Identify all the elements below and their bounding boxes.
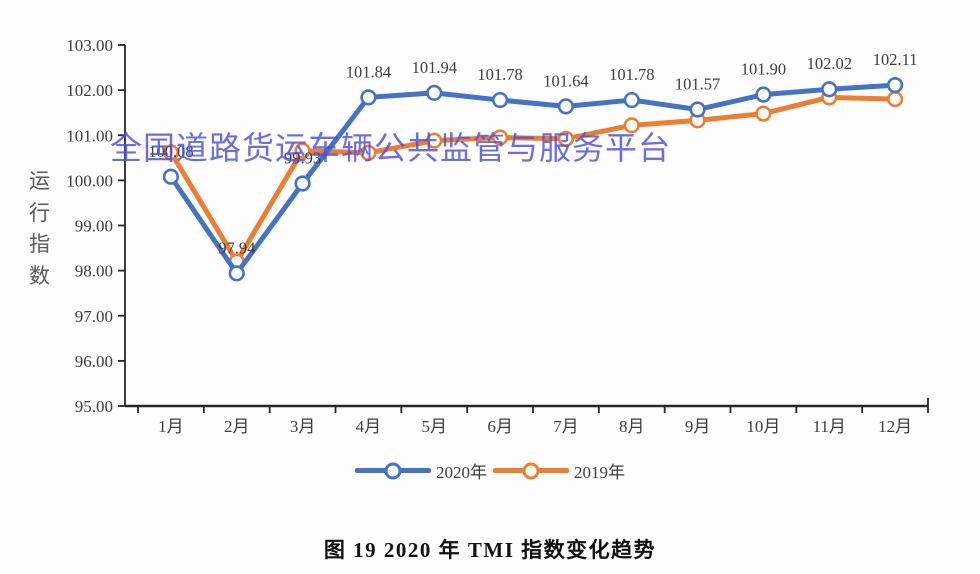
data-point-marker <box>491 91 509 109</box>
x-category-label: 2月 <box>224 417 250 436</box>
x-category-label: 12月 <box>878 417 912 436</box>
data-point-marker <box>426 84 443 101</box>
series-line-2019年 <box>168 94 898 265</box>
data-point-marker <box>886 91 904 108</box>
data-point-marker <box>821 81 838 98</box>
y-tick-label: 103.00 <box>66 36 113 55</box>
data-point-marker <box>294 142 311 159</box>
y-tick-label: 99.00 <box>75 217 113 236</box>
data-point-label: 101.90 <box>741 60 786 79</box>
x-category-label: 7月 <box>553 417 579 436</box>
data-point-marker <box>162 144 180 161</box>
x-category-label: 5月 <box>422 417 448 436</box>
data-point-marker <box>557 98 575 115</box>
data-point-label: 99.93 <box>284 149 321 168</box>
data-point-marker <box>886 77 904 94</box>
y-axis-title: 运行指数 <box>29 169 51 288</box>
data-point-label: 97.94 <box>218 238 255 257</box>
y-tick-label: 98.00 <box>75 262 113 281</box>
legend-line-marker <box>493 462 569 479</box>
x-category-label: 3月 <box>290 417 316 436</box>
data-point-label: 101.78 <box>477 65 522 84</box>
data-point-marker <box>426 132 443 149</box>
x-category-label: 4月 <box>356 417 382 436</box>
data-point-marker <box>755 105 772 122</box>
x-category-label: 11月 <box>813 417 846 436</box>
x-category-label: 10月 <box>746 417 780 436</box>
y-tick-label: 97.00 <box>75 307 113 326</box>
chart-legend: 2020年 2019年 <box>0 458 980 483</box>
figure-caption: 图 19 2020 年 TMI 指数变化趋势 <box>323 538 657 562</box>
legend-item-2019年: 2019年 <box>493 458 625 483</box>
x-category-label: 8月 <box>619 417 645 436</box>
data-point-label: 101.84 <box>346 62 391 81</box>
data-point-marker <box>294 175 311 192</box>
x-category-label: 1月 <box>158 417 184 436</box>
x-category-label: 9月 <box>685 417 711 436</box>
data-point-marker <box>360 144 377 161</box>
data-point-marker <box>557 130 575 147</box>
line-chart: 95.00 96.00 97.00 98.00 99.00 100.00 101.00 102… <box>66 36 929 436</box>
legend-circle-marker <box>522 462 540 479</box>
legend-item-2020年: 2020年 <box>355 458 487 483</box>
y-tick-label: 100.00 <box>66 171 113 190</box>
data-point-label: 101.64 <box>543 71 588 90</box>
data-point-label: 101.78 <box>609 65 654 84</box>
data-point-label: 101.57 <box>675 75 720 94</box>
data-point-label: 101.94 <box>412 58 457 77</box>
y-tick-label: 101.00 <box>66 126 113 145</box>
y-tick-label: 96.00 <box>75 352 113 371</box>
data-point-label: 100.08 <box>148 142 193 161</box>
data-point-marker <box>162 168 180 185</box>
data-point-marker <box>689 101 706 118</box>
data-point-marker <box>623 91 640 109</box>
legend-label: 2020年 <box>436 463 487 482</box>
legend-circle-marker <box>384 462 402 479</box>
data-point-marker <box>491 129 509 146</box>
data-point-label: 102.02 <box>807 54 852 73</box>
series-line-2020年 <box>168 82 898 276</box>
y-tick-label: 95.00 <box>75 397 113 416</box>
data-point-marker <box>755 86 772 103</box>
data-point-label: 102.11 <box>873 50 918 69</box>
data-point-marker <box>228 265 245 282</box>
y-tick-label: 102.00 <box>66 81 113 100</box>
data-point-marker <box>360 89 377 106</box>
x-category-label: 6月 <box>487 417 513 436</box>
data-point-marker <box>623 117 640 134</box>
legend-label: 2019年 <box>574 463 625 482</box>
legend-line-marker <box>355 462 431 479</box>
